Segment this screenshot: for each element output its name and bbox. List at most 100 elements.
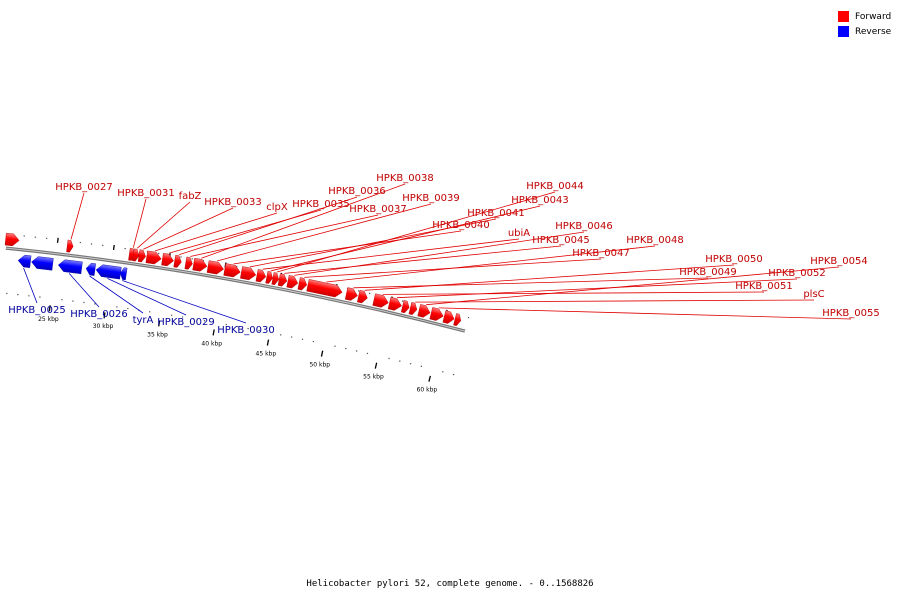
inner-minor-tick bbox=[28, 295, 30, 297]
gene-label[interactable]: HPKB_0033 bbox=[204, 197, 261, 208]
gene-label[interactable]: HPKB_0049 bbox=[679, 267, 736, 278]
gene-label[interactable]: HPKB_0051 bbox=[735, 281, 792, 292]
gene-arrow[interactable] bbox=[85, 262, 96, 276]
gene-arrow[interactable] bbox=[223, 263, 242, 279]
inner-minor-tick bbox=[290, 336, 293, 338]
gene-track bbox=[4, 232, 462, 327]
gene-arrow[interactable] bbox=[58, 259, 83, 275]
gene-callout-line bbox=[136, 201, 191, 249]
inner-major-tick bbox=[320, 350, 324, 357]
inner-minor-tick bbox=[280, 334, 282, 336]
gene-arrow[interactable] bbox=[387, 296, 403, 312]
gene-arrow[interactable] bbox=[95, 264, 122, 280]
scale-tick-label: 25 kbp bbox=[38, 316, 59, 323]
gene-label[interactable]: ubiA bbox=[508, 228, 530, 239]
inner-minor-tick bbox=[399, 360, 401, 362]
gene-arrow[interactable] bbox=[137, 249, 146, 263]
gene-label[interactable]: HPKB_0045 bbox=[532, 235, 589, 246]
scale-tick-label: 50 kbp bbox=[309, 361, 330, 368]
gene-arrow[interactable] bbox=[429, 307, 445, 322]
gene-label[interactable]: HPKB_0030 bbox=[217, 325, 274, 336]
gene-arrow[interactable] bbox=[66, 239, 74, 253]
gene-labels: HPKB_0025 HPKB_0026 HPKB_0027 tyrA HPKB_0029… bbox=[8, 173, 879, 336]
gene-arrow[interactable] bbox=[453, 313, 462, 327]
gene-label[interactable]: HPKB_0050 bbox=[705, 254, 762, 265]
gene-callout-line bbox=[326, 245, 656, 283]
gene-label[interactable]: HPKB_0043 bbox=[511, 195, 568, 206]
outer-minor-tick bbox=[368, 292, 371, 295]
gene-arrow[interactable] bbox=[17, 254, 32, 268]
gene-label[interactable]: HPKB_0031 bbox=[117, 188, 174, 199]
gene-arrow[interactable] bbox=[286, 275, 299, 289]
gene-label[interactable]: HPKB_0039 bbox=[402, 193, 459, 204]
gene-callout-line bbox=[233, 230, 462, 265]
gene-callout-line bbox=[122, 280, 247, 324]
gene-callout-line bbox=[154, 212, 278, 252]
inner-minor-tick bbox=[72, 300, 74, 302]
inner-minor-tick bbox=[345, 347, 347, 350]
gene-arrow[interactable] bbox=[132, 248, 140, 262]
gene-arrow[interactable] bbox=[240, 266, 257, 281]
gene-label[interactable]: HPKB_0052 bbox=[768, 268, 825, 279]
gene-arrow[interactable] bbox=[357, 290, 368, 304]
inner-minor-tick bbox=[247, 327, 249, 330]
gene-arrow[interactable] bbox=[206, 260, 225, 276]
gene-arrow[interactable] bbox=[161, 252, 174, 267]
gene-label[interactable]: clpX bbox=[266, 202, 288, 213]
inner-major-tick bbox=[374, 362, 378, 369]
gene-arrow[interactable] bbox=[31, 256, 54, 271]
gene-arrow[interactable] bbox=[4, 232, 20, 247]
gene-arrow[interactable] bbox=[306, 279, 344, 298]
gene-callout-line bbox=[216, 203, 432, 262]
inner-minor-tick bbox=[312, 340, 315, 343]
gene-label[interactable]: HPKB_0027 bbox=[55, 182, 112, 193]
gene-label[interactable]: HPKB_0025 bbox=[8, 305, 65, 316]
gene-callout-line bbox=[178, 196, 358, 256]
gene-arrow[interactable] bbox=[255, 269, 267, 283]
inner-minor-tick bbox=[39, 296, 41, 298]
legend-swatch-forward bbox=[838, 11, 849, 22]
gene-label[interactable]: HPKB_0054 bbox=[810, 256, 867, 267]
inner-minor-tick bbox=[61, 299, 63, 301]
gene-callout-line bbox=[294, 231, 585, 276]
gene-label[interactable]: HPKB_0036 bbox=[328, 186, 385, 197]
gene-arrow[interactable] bbox=[400, 300, 410, 314]
gene-label[interactable]: HPKB_0044 bbox=[526, 181, 583, 192]
gene-arrow[interactable] bbox=[184, 256, 194, 270]
gene-label[interactable]: plsC bbox=[803, 289, 824, 300]
gene-arrow[interactable] bbox=[344, 287, 359, 302]
gene-arrow[interactable] bbox=[173, 254, 183, 268]
gene-arrow[interactable] bbox=[119, 267, 128, 281]
gene-label[interactable]: HPKB_0048 bbox=[626, 235, 683, 246]
gene-label[interactable]: HPKB_0047 bbox=[572, 248, 629, 259]
gene-arrow[interactable] bbox=[297, 277, 308, 291]
gene-label[interactable]: HPKB_0038 bbox=[376, 173, 433, 184]
gene-label[interactable]: HPKB_0041 bbox=[467, 208, 524, 219]
gene-label[interactable]: HPKB_0029 bbox=[157, 317, 214, 328]
inner-minor-tick bbox=[366, 352, 369, 355]
inner-minor-tick bbox=[236, 325, 238, 328]
gene-arrow[interactable] bbox=[408, 302, 418, 315]
gene-arrow[interactable] bbox=[277, 273, 288, 287]
gene-arrow[interactable] bbox=[271, 272, 280, 286]
inner-minor-tick bbox=[388, 357, 390, 360]
scale-tick-label: 40 kbp bbox=[201, 340, 222, 347]
gene-label[interactable]: HPKB_0046 bbox=[555, 221, 612, 232]
gene-arrow[interactable] bbox=[442, 310, 456, 325]
gene-arrow[interactable] bbox=[265, 271, 274, 284]
gene-arrow[interactable] bbox=[372, 293, 390, 309]
gene-label[interactable]: HPKB_0037 bbox=[349, 204, 406, 215]
gene-label[interactable]: HPKB_0035 bbox=[292, 199, 349, 210]
gene-arrow[interactable] bbox=[192, 257, 208, 272]
gene-label[interactable]: fabZ bbox=[179, 191, 202, 202]
gene-callout-line bbox=[438, 307, 852, 320]
gene-label[interactable]: HPKB_0055 bbox=[822, 308, 879, 319]
gene-arrow[interactable] bbox=[145, 250, 162, 265]
inner-minor-tick bbox=[6, 292, 8, 295]
legend-label-reverse: Reverse bbox=[855, 26, 892, 37]
gene-label[interactable]: HPKB_0026 bbox=[70, 309, 127, 320]
gene-label[interactable]: tyrA bbox=[133, 315, 154, 326]
gene-arrow[interactable] bbox=[417, 304, 432, 318]
gene-callout-line bbox=[70, 192, 85, 240]
